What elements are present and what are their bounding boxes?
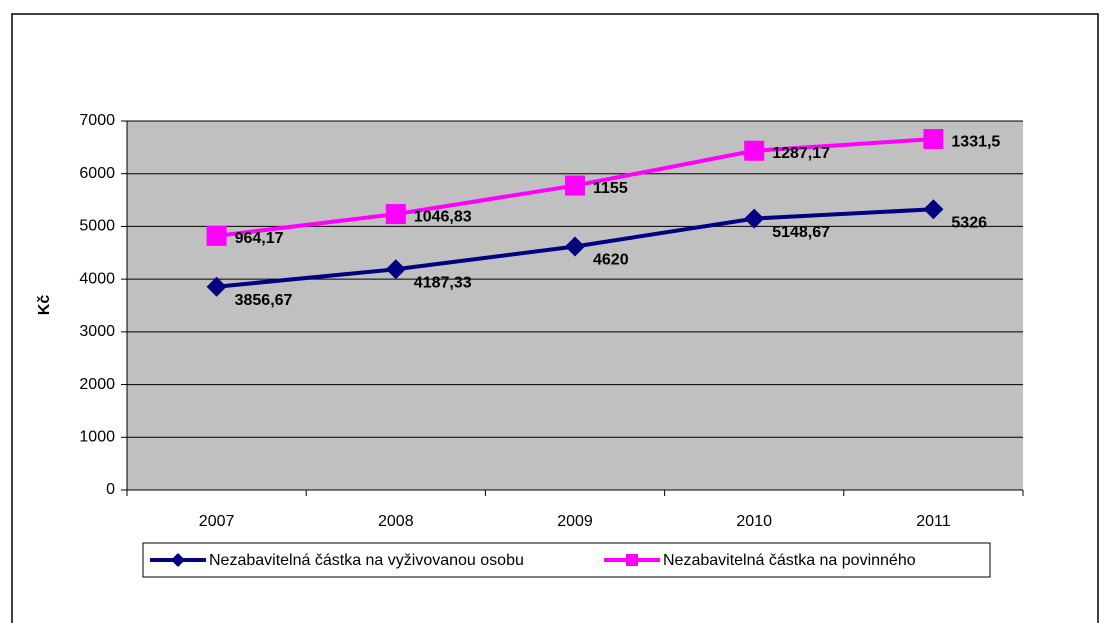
data-point bbox=[744, 208, 765, 229]
data-label: 1287,17 bbox=[772, 145, 830, 162]
data-label: 3856,67 bbox=[235, 292, 293, 309]
data-point bbox=[744, 140, 765, 161]
data-point bbox=[923, 129, 944, 150]
data-label: 5148,67 bbox=[772, 224, 830, 241]
data-label: 1155 bbox=[593, 180, 628, 197]
data-label: 1046,83 bbox=[414, 208, 472, 225]
y-tick-label: 0 bbox=[106, 481, 115, 498]
data-label: 4187,33 bbox=[414, 274, 472, 291]
data-point bbox=[206, 276, 227, 297]
legend-label: Nezabavitelná částka na vyživovanou osob… bbox=[209, 552, 524, 569]
x-tick-label: 2009 bbox=[557, 513, 593, 530]
y-tick-label: 2000 bbox=[79, 376, 115, 393]
data-label: 1331,5 bbox=[951, 133, 1000, 150]
data-point bbox=[565, 236, 585, 257]
legend-marker bbox=[171, 553, 185, 567]
data-label: 4620 bbox=[593, 252, 629, 269]
y-tick-label: 4000 bbox=[79, 270, 115, 287]
legend-marker bbox=[626, 554, 638, 566]
y-tick-label: 7000 bbox=[79, 112, 115, 129]
y-tick-label: 3000 bbox=[79, 323, 115, 340]
data-label: 5326 bbox=[951, 214, 987, 231]
legend-label: Nezabavitelná částka na povinného bbox=[663, 552, 916, 569]
y-tick-label: 1000 bbox=[79, 429, 115, 446]
y-tick-label: 6000 bbox=[79, 165, 115, 182]
data-point bbox=[385, 259, 406, 280]
y-axis-label: Kč bbox=[36, 295, 53, 316]
data-point bbox=[565, 175, 585, 196]
x-tick-label: 2008 bbox=[378, 513, 414, 530]
x-tick-label: 2011 bbox=[916, 513, 951, 530]
x-tick-label: 2007 bbox=[199, 513, 235, 530]
y-tick-label: 5000 bbox=[79, 218, 115, 235]
data-point bbox=[923, 199, 944, 220]
data-point bbox=[385, 204, 406, 225]
data-label: 964,17 bbox=[235, 230, 284, 247]
legend bbox=[142, 542, 991, 578]
x-tick-label: 2010 bbox=[736, 513, 772, 530]
data-point bbox=[206, 225, 227, 246]
